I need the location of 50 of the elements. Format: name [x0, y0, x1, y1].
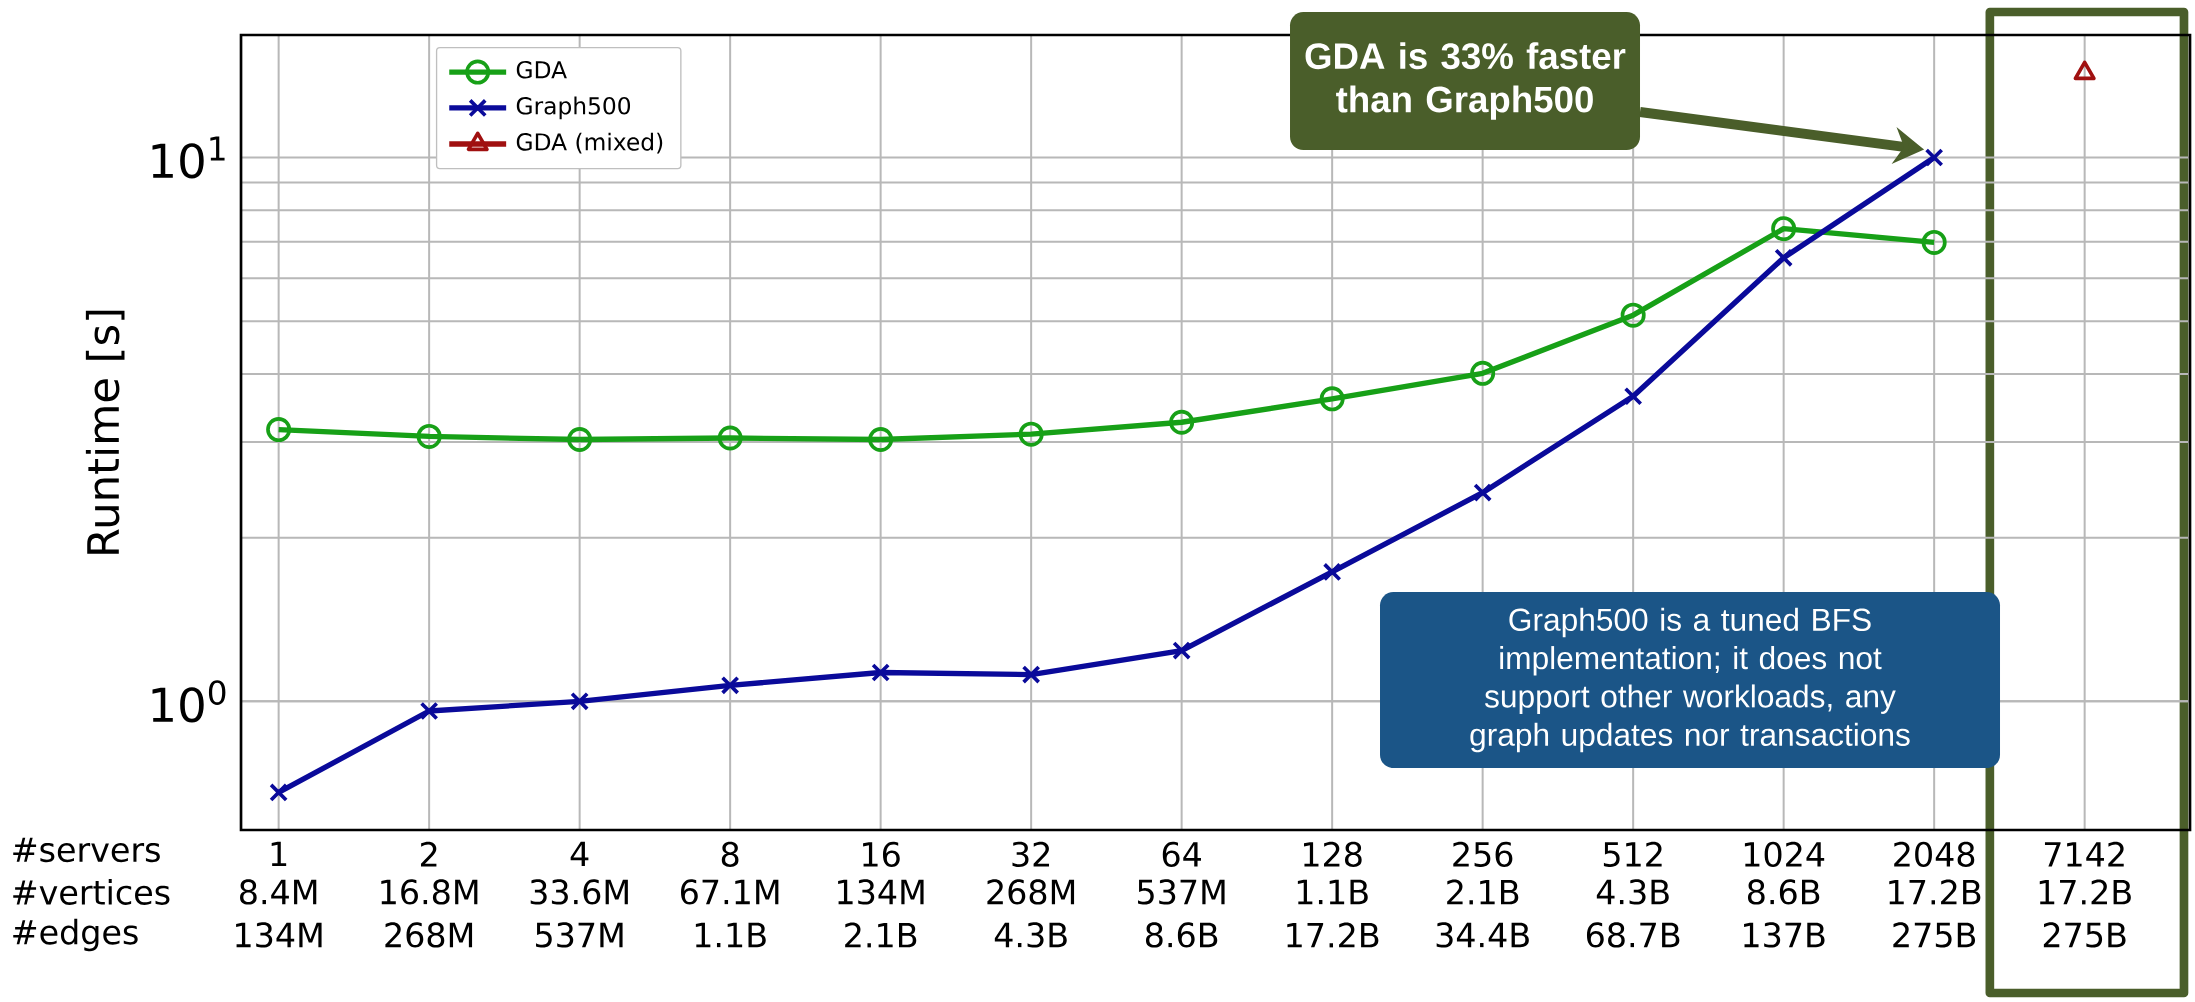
annotation: Graph500 is a tuned BFS implementation; it does not support other workloads, any graph updates nor transactions [1470, 607, 1910, 753]
annotation: GDA is 33% faster than Graph500 [1305, 42, 1626, 120]
text: 2.1B [845, 922, 917, 948]
x-tick-label: 128 [1304, 841, 1362, 867]
text: 68.7B [1586, 922, 1680, 948]
text: 1.1B [695, 922, 766, 948]
y-tick-label: 10$^{0}$ [152, 680, 226, 723]
text: 1.1B [1297, 879, 1368, 905]
text: 4.3B [1596, 879, 1669, 905]
text: 17.2B [1287, 922, 1379, 948]
text: 268M [987, 879, 1075, 905]
text: #edges [13, 918, 138, 952]
text: 8.4M [240, 879, 317, 905]
text: 275B [1893, 922, 1976, 948]
text: 268M [385, 922, 473, 948]
x-tick-label: 2 [420, 841, 437, 867]
text: 134M [838, 879, 924, 905]
text: #vertices [13, 879, 170, 905]
x-tick-label: 7142 [2044, 841, 2124, 867]
text: 34.4B [1436, 922, 1529, 948]
text: 17.2B [1889, 879, 1981, 905]
y-tick-label: 10$^{1}$ [152, 136, 225, 179]
x-tick-label: 64 [1162, 841, 1201, 867]
text: 17.2B [2039, 879, 2131, 905]
x-tick-label: 32 [1012, 841, 1050, 867]
x-tick-label: 4 [570, 841, 589, 867]
text: 137B [1744, 922, 1825, 948]
x-tick-label: 1024 [1744, 841, 1825, 867]
text: 8.6B [1145, 922, 1218, 948]
y-axis-title: Runtime [s] [85, 310, 125, 554]
text: 4.3B [994, 922, 1067, 948]
text: #servers [13, 837, 160, 863]
text: 537M [1138, 879, 1225, 905]
text: 2.1B [1447, 879, 1519, 905]
text: 67.1M [681, 879, 779, 905]
legend-label: GDA (mixed) [516, 132, 663, 154]
legend-label: GDA [516, 60, 567, 79]
x-tick-label: 256 [1453, 841, 1513, 867]
x-tick-label: 1 [271, 841, 287, 867]
x-tick-label: 8 [721, 841, 739, 867]
text: 275B [2043, 922, 2126, 948]
text: 8.6B [1747, 879, 1820, 905]
text: 33.6M [530, 879, 628, 905]
text: 537M [536, 922, 623, 948]
x-tick-label: 2048 [1894, 841, 1975, 867]
text: 134M [236, 922, 322, 948]
x-tick-label: 16 [863, 841, 900, 867]
text: 16.8M [381, 879, 478, 905]
x-tick-label: 512 [1603, 841, 1662, 867]
legend-label: Graph500 [516, 96, 631, 120]
